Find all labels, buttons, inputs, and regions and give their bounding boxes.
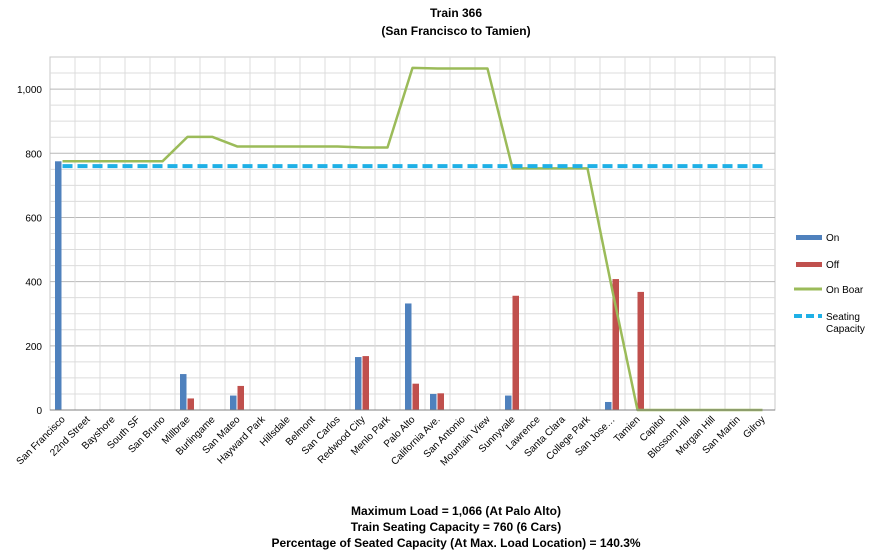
- bar-on: [55, 161, 62, 410]
- y-tick-label: 200: [25, 342, 42, 353]
- line-layer: [62, 66, 763, 412]
- bar-layer: [55, 161, 644, 410]
- bar-on: [180, 374, 187, 410]
- legend-label-on: On: [826, 233, 839, 244]
- y-tick-label: 400: [25, 278, 42, 289]
- bar-on: [605, 401, 612, 410]
- legend-label-onboard: On Boar: [826, 285, 864, 296]
- bar-off: [512, 295, 519, 410]
- footer-percentage: Percentage of Seated Capacity (At Max. L…: [271, 536, 640, 550]
- bar-on: [355, 357, 362, 410]
- legend-label-seating: Seating: [826, 312, 860, 323]
- chart-title: Train 366: [430, 6, 482, 20]
- bar-off: [637, 291, 644, 410]
- grid-layer: [49, 56, 776, 411]
- bar-off: [237, 385, 244, 410]
- bar-on: [505, 395, 512, 410]
- bar-off: [412, 383, 419, 410]
- chart-subtitle: (San Francisco to Tamien): [381, 24, 530, 38]
- series-line-on-board: [62, 66, 763, 412]
- footer-seating-capacity: Train Seating Capacity = 760 (6 Cars): [351, 520, 561, 534]
- bar-off: [437, 393, 444, 410]
- bar-on: [405, 303, 412, 410]
- y-tick-label: 800: [25, 149, 42, 160]
- legend: On Off On Boar Seating Capacity: [794, 233, 865, 335]
- bar-off: [612, 279, 619, 410]
- y-tick-label: 600: [25, 213, 42, 224]
- legend-label-capacity: Capacity: [826, 324, 865, 335]
- x-category-label: Gilroy: [741, 414, 767, 440]
- bar-on: [430, 393, 437, 410]
- y-tick-label: 1,000: [17, 85, 42, 96]
- bar-on: [230, 395, 237, 410]
- x-category-label: Tamien: [612, 414, 643, 445]
- legend-swatch-on: [796, 235, 822, 240]
- y-tick-label: 0: [36, 406, 42, 417]
- legend-label-off: Off: [826, 260, 839, 271]
- footer-max-load: Maximum Load = 1,066 (At Palo Alto): [351, 504, 561, 518]
- bar-off: [187, 398, 194, 410]
- bar-off: [362, 356, 369, 410]
- legend-swatch-off: [796, 262, 822, 267]
